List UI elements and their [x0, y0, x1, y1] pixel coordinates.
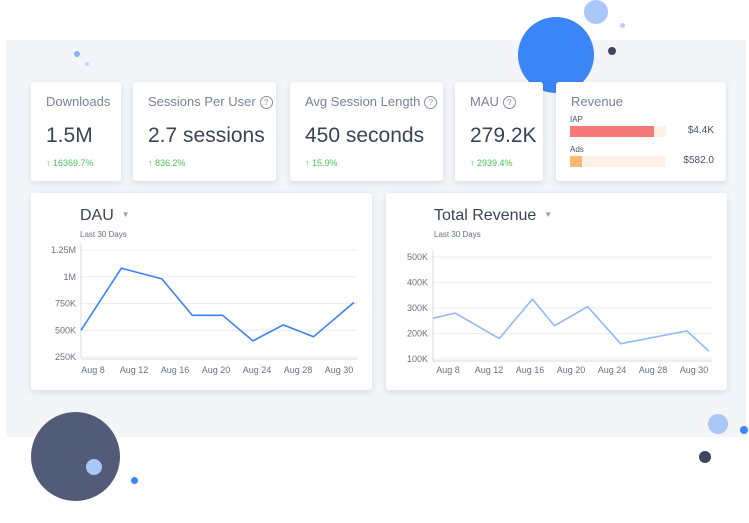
y-tick-label: 1M: [63, 272, 76, 282]
decorative-dot: [85, 62, 89, 66]
y-tick-label: 300K: [407, 303, 428, 313]
kpi-card-revenue[interactable]: Revenue IAP $4.4K Ads $582.0: [556, 82, 726, 181]
kpi-change-value: 836.2%: [155, 158, 186, 168]
revenue-row-value: $582.0: [683, 155, 714, 166]
decorative-dot-dark: [699, 451, 711, 463]
chart-title-dropdown[interactable]: Total Revenue ▼: [434, 207, 552, 225]
chart-subtitle: Last 30 Days: [80, 230, 127, 239]
dau-line-chart: 250K 500K 750K 1M 1.25M Aug 8 Aug 12 Aug 16 Aug …: [51, 244, 357, 375]
kpi-change: ↑ 2939.4%: [470, 158, 513, 168]
x-tick-label: Aug 30: [325, 365, 354, 375]
chart-title: DAU: [80, 207, 114, 224]
chart-title: Total Revenue: [434, 207, 537, 224]
help-icon[interactable]: ?: [259, 96, 273, 109]
x-tick-label: Aug 28: [284, 365, 313, 375]
revenue-bar-track: [570, 156, 666, 167]
kpi-value: 1.5M: [46, 124, 93, 147]
arrow-up-icon: ↑: [148, 158, 153, 168]
x-tick-label: Aug 20: [202, 365, 231, 375]
decorative-circle-dark: [31, 412, 120, 501]
x-tick-label: Aug 16: [161, 365, 190, 375]
x-tick-label: Aug 24: [598, 365, 627, 375]
kpi-label-text: Avg Session Length: [305, 94, 421, 109]
decorative-dot: [131, 477, 138, 484]
y-tick-label: 400K: [407, 278, 428, 288]
kpi-label: Revenue: [571, 94, 624, 109]
kpi-card-mau[interactable]: MAU? 279.2K ↑ 2939.4%: [455, 82, 543, 181]
y-tick-label: 1.25M: [51, 245, 76, 255]
revenue-bar-fill: [570, 156, 582, 167]
kpi-label: MAU?: [470, 94, 516, 109]
kpi-label: Downloads: [46, 94, 110, 109]
kpi-label: Avg Session Length?: [305, 94, 438, 109]
chart-subtitle: Last 30 Days: [434, 230, 481, 239]
decorative-dot: [74, 51, 80, 57]
series-line: [432, 298, 710, 352]
kpi-change-value: 15.9%: [312, 158, 338, 168]
arrow-up-icon: ↑: [46, 158, 51, 168]
kpi-label-text: Downloads: [46, 94, 111, 109]
revenue-row-label: IAP: [570, 115, 583, 124]
y-tick-label: 500K: [55, 325, 76, 335]
kpi-value: 279.2K: [470, 124, 537, 147]
arrow-up-icon: ↑: [305, 158, 310, 168]
caret-down-icon: ▼: [544, 210, 553, 219]
kpi-label-text: Sessions Per User: [148, 94, 256, 109]
kpi-value: 450 seconds: [305, 124, 425, 147]
arrow-up-icon: ↑: [470, 158, 475, 168]
decorative-circle-light-blue: [584, 0, 608, 24]
kpi-change: ↑ 15.9%: [305, 158, 338, 168]
kpi-change-value: 16369.7%: [53, 158, 94, 168]
y-tick-label: 200K: [407, 329, 428, 339]
decorative-circle-light-blue: [708, 414, 728, 434]
total-revenue-line-chart: 100K 200K 300K 400K 500K Aug 8 Aug 12 Aug 16 Aug…: [407, 251, 712, 375]
decorative-circle-large-blue: [518, 17, 594, 93]
decorative-dot: [620, 23, 625, 28]
x-tick-label: Aug 8: [81, 365, 105, 375]
y-tick-label: 750K: [55, 299, 76, 309]
chart-title-dropdown[interactable]: DAU ▼: [80, 207, 130, 225]
series-line: [80, 267, 355, 342]
x-tick-label: Aug 30: [680, 365, 709, 375]
decorative-dot-dark: [608, 47, 616, 55]
chart-card-dau: DAU ▼ Last 30 Days 250K 500K 750K 1M 1.25M Aug…: [31, 193, 372, 390]
kpi-card-downloads[interactable]: Downloads 1.5M ↑ 16369.7%: [31, 82, 121, 181]
kpi-value: 2.7 sessions: [148, 124, 265, 147]
help-icon[interactable]: ?: [502, 96, 516, 109]
chart-card-total-revenue: Total Revenue ▼ Last 30 Days 100K 200K 300K…: [386, 193, 727, 390]
x-tick-label: Aug 24: [243, 365, 272, 375]
x-tick-label: Aug 28: [639, 365, 668, 375]
revenue-bar-fill: [570, 126, 655, 137]
kpi-card-avg-session-length[interactable]: Avg Session Length? 450 seconds ↑ 15.9%: [290, 82, 443, 181]
revenue-bar-track: [570, 126, 666, 137]
x-tick-label: Aug 12: [475, 365, 504, 375]
caret-down-icon: ▼: [121, 210, 130, 219]
revenue-row-label: Ads: [570, 145, 584, 154]
y-tick-label: 250K: [55, 352, 76, 362]
kpi-change: ↑ 16369.7%: [46, 158, 94, 168]
decorative-dot: [740, 426, 748, 434]
x-tick-label: Aug 16: [516, 365, 545, 375]
kpi-change-value: 2939.4%: [477, 158, 513, 168]
y-tick-label: 500K: [407, 252, 428, 262]
kpi-label-text: MAU: [470, 94, 499, 109]
help-icon[interactable]: ?: [424, 96, 438, 109]
x-tick-label: Aug 20: [557, 365, 586, 375]
kpi-change: ↑ 836.2%: [148, 158, 186, 168]
kpi-card-sessions-per-user[interactable]: Sessions Per User? 2.7 sessions ↑ 836.2%: [133, 82, 276, 181]
decorative-circle-light-blue: [86, 459, 102, 475]
x-tick-label: Aug 8: [436, 365, 460, 375]
x-tick-label: Aug 12: [120, 365, 149, 375]
kpi-label: Sessions Per User?: [148, 94, 273, 109]
revenue-row-value: $4.4K: [687, 125, 714, 136]
y-tick-label: 100K: [407, 354, 428, 364]
